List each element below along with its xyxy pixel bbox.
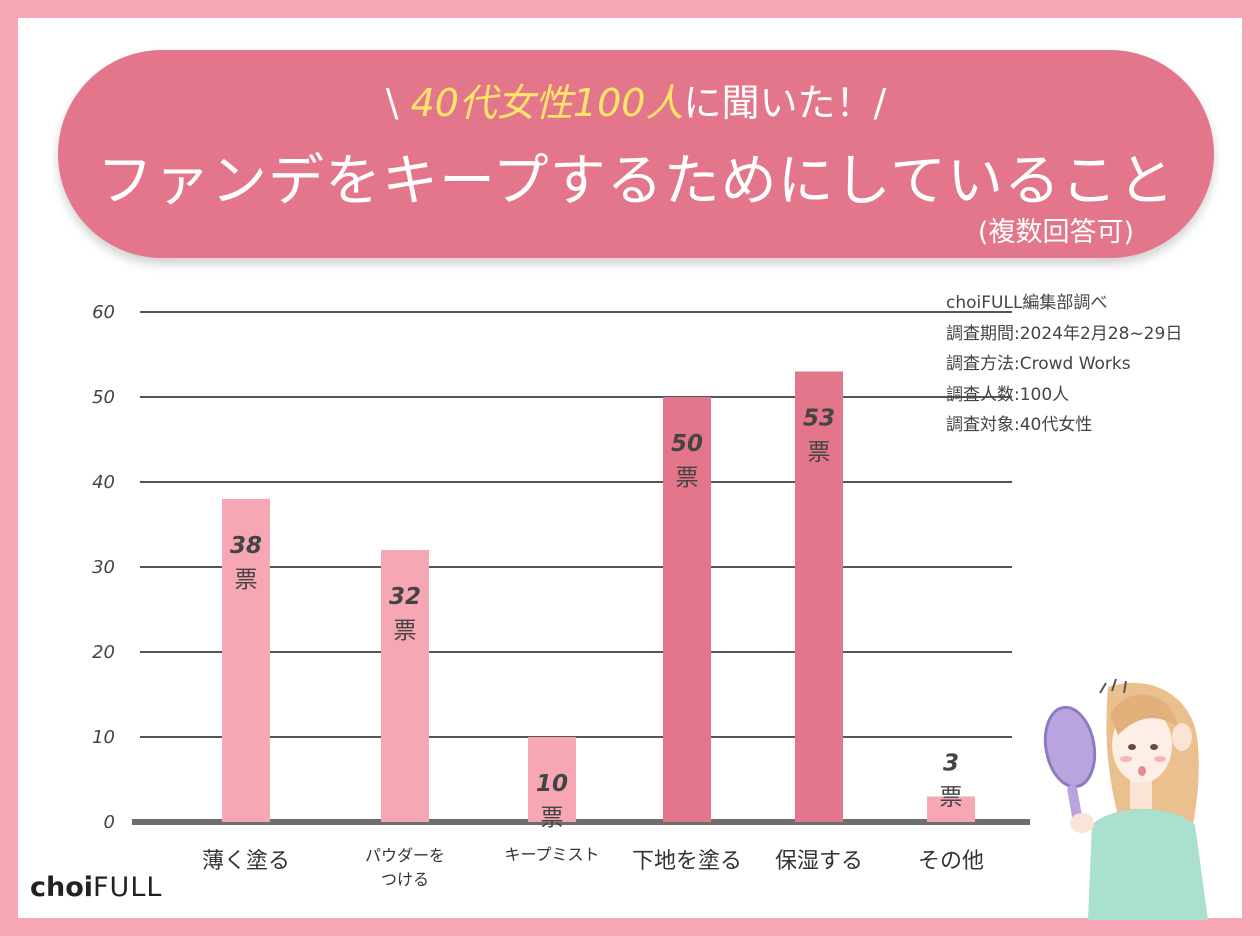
banner-sub-middle: に聞いた！: [683, 81, 874, 125]
brand-choi: choi: [30, 872, 94, 903]
y-tick-label: 10: [92, 727, 115, 748]
data-label-value: 3: [943, 751, 959, 777]
survey-target: 調査対象:40代女性: [946, 415, 1093, 435]
x-category-label: キープミスト: [504, 845, 599, 864]
survey-count: 調査人数:100人: [946, 384, 1070, 405]
banner-sub-right: /: [873, 81, 887, 125]
y-tick-label: 50: [92, 387, 115, 408]
x-category-label: つける: [381, 870, 429, 889]
survey-info: choiFULL編集部調べ 調査期間:2024年2月28~29日 調査方法:Cr…: [946, 288, 1182, 441]
data-label-value: 10: [536, 771, 568, 797]
title-banner: \ 40代女性100人に聞いた！/ ファンデをキープするためにしていること (複…: [58, 50, 1214, 258]
data-label-value: 50: [671, 431, 703, 457]
bar: [795, 371, 843, 822]
bar: [927, 796, 975, 822]
multiple-answer-note: (複数回答可): [977, 217, 1134, 248]
data-label-unit: 票: [676, 465, 699, 491]
banner-subtitle: \ 40代女性100人に聞いた！/: [58, 72, 1214, 127]
bar: [528, 737, 576, 822]
survey-method: 調査方法:Crowd Works: [946, 354, 1131, 374]
x-category-label: パウダーを: [365, 846, 445, 865]
survey-period: 調査期間:2024年2月28~29日: [946, 323, 1183, 344]
bar: [663, 397, 711, 822]
y-tick-label: 40: [92, 472, 115, 493]
x-category-label: その他: [918, 849, 984, 874]
chart-title: ファンデをキープするためにしていること: [97, 149, 1175, 214]
data-label-value: 53: [803, 406, 835, 432]
y-tick-label: 30: [92, 557, 115, 578]
data-label-unit: 票: [394, 618, 417, 644]
data-label-value: 32: [389, 584, 421, 610]
banner-sub-left: \: [385, 81, 411, 125]
data-label-unit: 票: [235, 567, 258, 593]
brand-full: FULL: [93, 872, 163, 903]
x-category-label: 下地を塗る: [632, 849, 742, 874]
data-label-unit: 票: [940, 785, 963, 811]
x-category-label: 薄く塗る: [202, 849, 290, 874]
data-label-unit: 票: [808, 440, 831, 466]
banner-sub-highlight: 40代女性100人: [410, 81, 684, 125]
survey-source: choiFULL編集部調べ: [946, 293, 1108, 313]
y-tick-label: 60: [92, 302, 115, 323]
y-tick-label: 20: [92, 642, 115, 663]
data-label-value: 38: [230, 533, 262, 559]
brand-logo: choiFULL: [30, 872, 162, 903]
bar: [222, 499, 270, 822]
y-tick-label: 0: [104, 812, 115, 833]
woman-with-mirror-illustration: [1043, 678, 1208, 920]
x-category-label: 保湿する: [775, 849, 863, 874]
data-label-unit: 票: [541, 805, 564, 831]
bar: [381, 550, 429, 822]
